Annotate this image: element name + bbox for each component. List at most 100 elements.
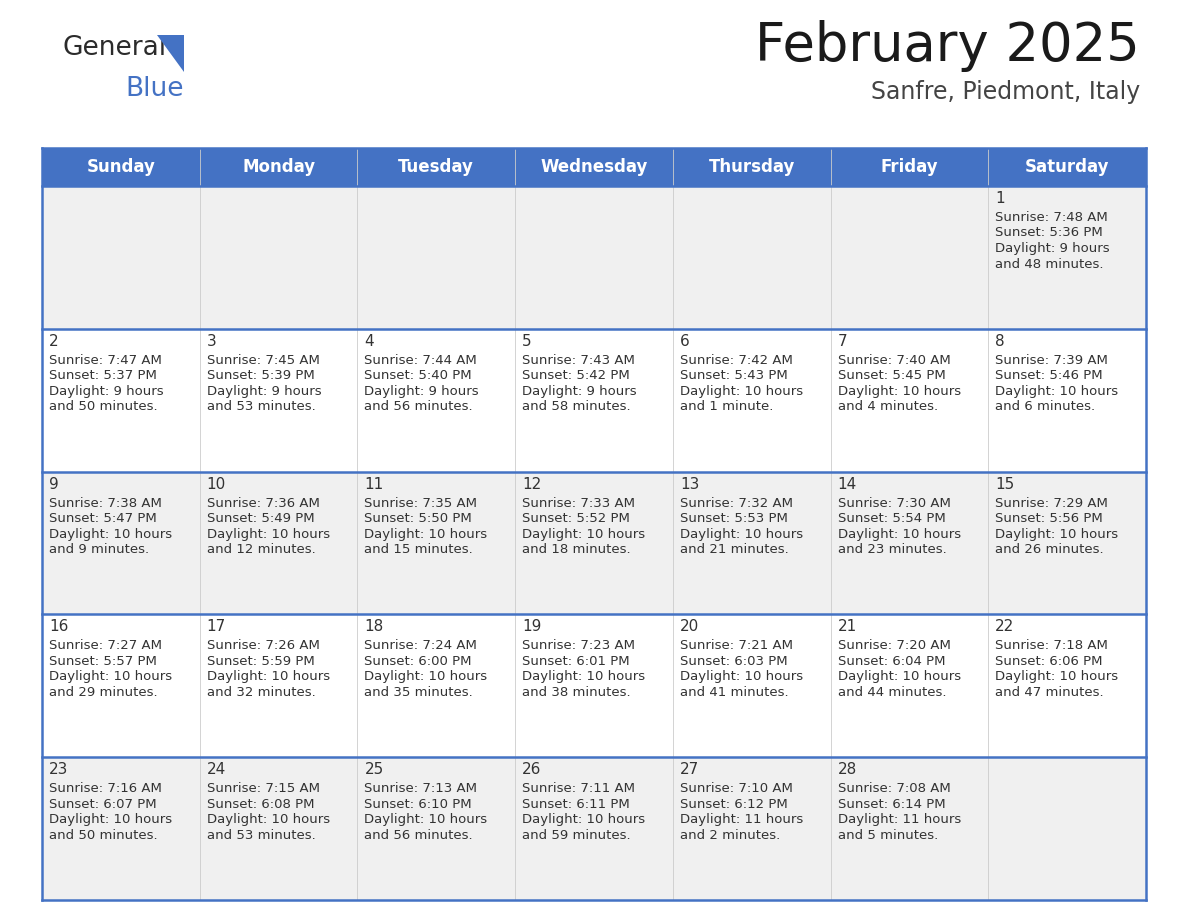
Text: 7: 7	[838, 334, 847, 349]
Text: Sunrise: 7:33 AM: Sunrise: 7:33 AM	[523, 497, 636, 509]
Text: Daylight: 10 hours: Daylight: 10 hours	[207, 670, 330, 683]
Text: and 1 minute.: and 1 minute.	[680, 400, 773, 413]
Text: Sunset: 6:04 PM: Sunset: 6:04 PM	[838, 655, 946, 668]
Text: Sunrise: 7:20 AM: Sunrise: 7:20 AM	[838, 640, 950, 653]
Text: and 26 minutes.: and 26 minutes.	[996, 543, 1104, 556]
Text: Daylight: 10 hours: Daylight: 10 hours	[996, 528, 1118, 541]
Text: 13: 13	[680, 476, 700, 492]
Text: and 47 minutes.: and 47 minutes.	[996, 686, 1104, 699]
Text: Sunrise: 7:15 AM: Sunrise: 7:15 AM	[207, 782, 320, 795]
Text: Sunrise: 7:43 AM: Sunrise: 7:43 AM	[523, 353, 636, 367]
Text: 18: 18	[365, 620, 384, 634]
Text: 11: 11	[365, 476, 384, 492]
Text: and 2 minutes.: and 2 minutes.	[680, 829, 781, 842]
Text: 27: 27	[680, 762, 699, 778]
Text: Sunset: 5:45 PM: Sunset: 5:45 PM	[838, 369, 946, 382]
Text: Sunrise: 7:21 AM: Sunrise: 7:21 AM	[680, 640, 792, 653]
Text: Sunrise: 7:24 AM: Sunrise: 7:24 AM	[365, 640, 478, 653]
Text: 12: 12	[523, 476, 542, 492]
Text: Daylight: 10 hours: Daylight: 10 hours	[365, 813, 487, 826]
Text: Daylight: 10 hours: Daylight: 10 hours	[680, 385, 803, 397]
Text: Sunset: 5:42 PM: Sunset: 5:42 PM	[523, 369, 630, 382]
Text: Daylight: 10 hours: Daylight: 10 hours	[49, 813, 172, 826]
Text: Daylight: 10 hours: Daylight: 10 hours	[996, 385, 1118, 397]
Bar	[42, 329, 1146, 472]
Text: Daylight: 10 hours: Daylight: 10 hours	[365, 670, 487, 683]
Text: Sunrise: 7:16 AM: Sunrise: 7:16 AM	[49, 782, 162, 795]
Text: 8: 8	[996, 334, 1005, 349]
Text: and 59 minutes.: and 59 minutes.	[523, 829, 631, 842]
Bar	[42, 148, 1146, 186]
Text: Sunset: 5:37 PM: Sunset: 5:37 PM	[49, 369, 157, 382]
Text: and 53 minutes.: and 53 minutes.	[207, 400, 316, 413]
Text: 20: 20	[680, 620, 699, 634]
Text: Sunrise: 7:45 AM: Sunrise: 7:45 AM	[207, 353, 320, 367]
Text: 1: 1	[996, 191, 1005, 206]
Text: and 35 minutes.: and 35 minutes.	[365, 686, 473, 699]
Text: Friday: Friday	[880, 158, 939, 176]
Text: and 15 minutes.: and 15 minutes.	[365, 543, 473, 556]
Text: Daylight: 10 hours: Daylight: 10 hours	[838, 528, 961, 541]
Text: Sunset: 6:03 PM: Sunset: 6:03 PM	[680, 655, 788, 668]
Text: Daylight: 10 hours: Daylight: 10 hours	[207, 528, 330, 541]
Bar	[42, 614, 1146, 757]
Text: Daylight: 9 hours: Daylight: 9 hours	[996, 242, 1110, 255]
Text: and 29 minutes.: and 29 minutes.	[49, 686, 158, 699]
Text: Sunset: 5:39 PM: Sunset: 5:39 PM	[207, 369, 315, 382]
Text: Sunrise: 7:26 AM: Sunrise: 7:26 AM	[207, 640, 320, 653]
Text: Sunrise: 7:30 AM: Sunrise: 7:30 AM	[838, 497, 950, 509]
Text: Sunset: 5:57 PM: Sunset: 5:57 PM	[49, 655, 157, 668]
Text: Sunrise: 7:18 AM: Sunrise: 7:18 AM	[996, 640, 1108, 653]
Text: Sunset: 5:36 PM: Sunset: 5:36 PM	[996, 227, 1102, 240]
Text: Daylight: 10 hours: Daylight: 10 hours	[838, 670, 961, 683]
Text: Sunset: 5:47 PM: Sunset: 5:47 PM	[49, 512, 157, 525]
Text: 14: 14	[838, 476, 857, 492]
Text: and 32 minutes.: and 32 minutes.	[207, 686, 316, 699]
Text: 17: 17	[207, 620, 226, 634]
Text: Sunday: Sunday	[87, 158, 156, 176]
Text: Sunset: 6:01 PM: Sunset: 6:01 PM	[523, 655, 630, 668]
Text: Sunset: 6:00 PM: Sunset: 6:00 PM	[365, 655, 472, 668]
Text: and 5 minutes.: and 5 minutes.	[838, 829, 937, 842]
Text: 16: 16	[49, 620, 69, 634]
Text: Sunrise: 7:23 AM: Sunrise: 7:23 AM	[523, 640, 636, 653]
Text: and 21 minutes.: and 21 minutes.	[680, 543, 789, 556]
Text: Monday: Monday	[242, 158, 315, 176]
Text: and 4 minutes.: and 4 minutes.	[838, 400, 937, 413]
Text: Daylight: 10 hours: Daylight: 10 hours	[49, 528, 172, 541]
Text: 19: 19	[523, 620, 542, 634]
Text: Daylight: 10 hours: Daylight: 10 hours	[523, 670, 645, 683]
Text: Sunrise: 7:08 AM: Sunrise: 7:08 AM	[838, 782, 950, 795]
Text: 5: 5	[523, 334, 532, 349]
Text: Sunset: 5:54 PM: Sunset: 5:54 PM	[838, 512, 946, 525]
Text: Daylight: 10 hours: Daylight: 10 hours	[838, 385, 961, 397]
Text: Sunrise: 7:48 AM: Sunrise: 7:48 AM	[996, 211, 1108, 224]
Text: Blue: Blue	[125, 76, 183, 102]
Bar	[42, 757, 1146, 900]
Text: Sunset: 6:14 PM: Sunset: 6:14 PM	[838, 798, 946, 811]
Text: Sunset: 5:50 PM: Sunset: 5:50 PM	[365, 512, 472, 525]
Text: Tuesday: Tuesday	[398, 158, 474, 176]
Text: 26: 26	[523, 762, 542, 778]
Text: and 9 minutes.: and 9 minutes.	[49, 543, 150, 556]
Text: 3: 3	[207, 334, 216, 349]
Text: Sunset: 6:06 PM: Sunset: 6:06 PM	[996, 655, 1102, 668]
Text: Sunrise: 7:13 AM: Sunrise: 7:13 AM	[365, 782, 478, 795]
Text: Sunrise: 7:27 AM: Sunrise: 7:27 AM	[49, 640, 162, 653]
Text: Daylight: 11 hours: Daylight: 11 hours	[680, 813, 803, 826]
Text: Sunrise: 7:39 AM: Sunrise: 7:39 AM	[996, 353, 1108, 367]
Text: Sanfre, Piedmont, Italy: Sanfre, Piedmont, Italy	[871, 80, 1140, 104]
Text: 2: 2	[49, 334, 58, 349]
Text: Daylight: 11 hours: Daylight: 11 hours	[838, 813, 961, 826]
Text: Sunset: 5:59 PM: Sunset: 5:59 PM	[207, 655, 315, 668]
Text: Sunrise: 7:35 AM: Sunrise: 7:35 AM	[365, 497, 478, 509]
Text: Sunrise: 7:47 AM: Sunrise: 7:47 AM	[49, 353, 162, 367]
Text: Sunset: 6:11 PM: Sunset: 6:11 PM	[523, 798, 630, 811]
Text: Daylight: 10 hours: Daylight: 10 hours	[365, 528, 487, 541]
Text: Daylight: 10 hours: Daylight: 10 hours	[49, 670, 172, 683]
Text: 10: 10	[207, 476, 226, 492]
Text: Sunrise: 7:44 AM: Sunrise: 7:44 AM	[365, 353, 478, 367]
Text: and 50 minutes.: and 50 minutes.	[49, 829, 158, 842]
Text: Daylight: 9 hours: Daylight: 9 hours	[365, 385, 479, 397]
Text: and 18 minutes.: and 18 minutes.	[523, 543, 631, 556]
